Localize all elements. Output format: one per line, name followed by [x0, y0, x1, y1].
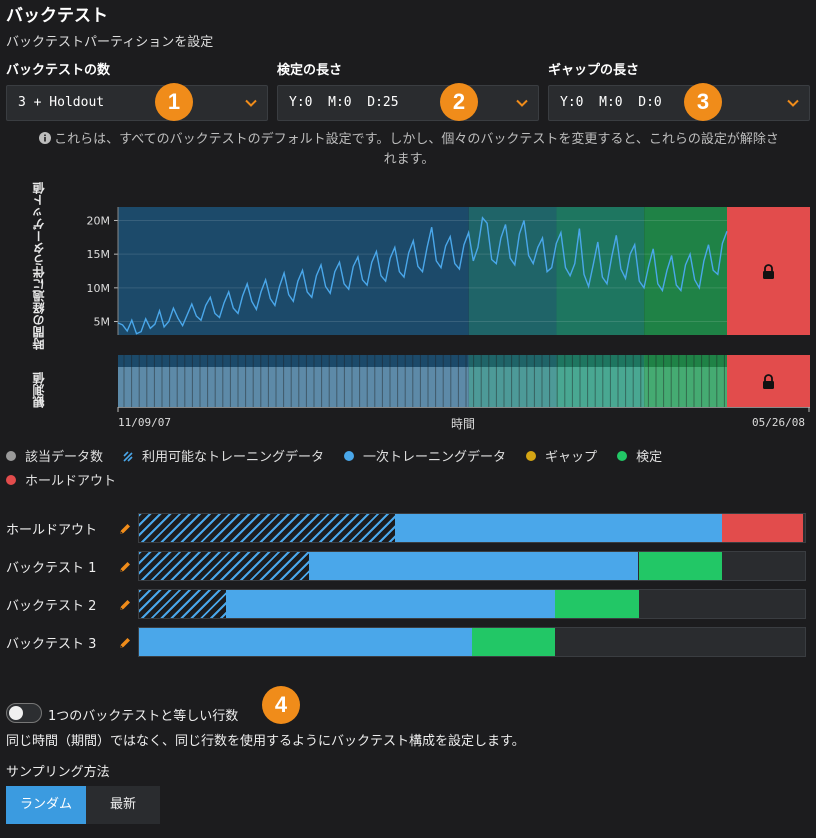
equal-rows-description: 同じ時間（期間）ではなく、同じ行数を使用するようにバックテスト構成を設定します。 — [6, 734, 525, 749]
pencil-icon — [120, 524, 130, 534]
available-training-segment — [139, 514, 396, 542]
backtest-row-label: バックテスト 1 — [6, 561, 97, 576]
lock-icon — [764, 374, 773, 381]
x-axis-label: 時間 — [451, 417, 476, 431]
validation-segment — [472, 628, 556, 656]
backtest-partition-bar[interactable] — [138, 627, 806, 657]
chart-y-axis-label: 時間の経過に伴うターゲット値 — [32, 182, 46, 350]
chevron-down-icon — [245, 99, 257, 107]
legend-label-primary-training: 一次トレーニングデータ — [363, 450, 507, 465]
pencil-icon — [120, 600, 130, 610]
gap-length-value: Y:0 M:0 D:0 — [560, 95, 662, 110]
equal-rows-toggle[interactable] — [6, 703, 42, 723]
callout-badge-4: 4 — [262, 686, 300, 724]
backtest-partition-bar[interactable] — [138, 589, 806, 619]
obs-region-top-0 — [118, 355, 469, 367]
legend-dot-holdout — [6, 474, 16, 485]
validation-length-value: Y:0 M:0 D:25 — [289, 95, 399, 110]
backtest-row-label: ホールドアウト — [6, 523, 98, 538]
pencil-icon — [120, 562, 130, 572]
primary-training-segment — [226, 590, 556, 618]
backtest-partition-bar[interactable] — [138, 513, 806, 543]
lock-icon — [763, 381, 774, 389]
edit-pencil-icon[interactable] — [118, 597, 132, 616]
validation-length-select[interactable]: Y:0 M:0 D:25 — [277, 85, 539, 121]
y-tick-label: 20M — [87, 214, 111, 227]
validation-segment — [638, 552, 722, 580]
sampling-method-label: サンプリング方法 — [6, 765, 110, 780]
hatch-icon — [123, 450, 133, 462]
target-series-line — [117, 216, 728, 335]
page-subtitle: バックテストパーティションを設定 — [6, 35, 214, 50]
obs-region-top-3 — [644, 355, 727, 367]
obs-region-top-1 — [468, 355, 557, 367]
available-training-segment — [139, 590, 227, 618]
validation-segment — [555, 590, 639, 618]
defaults-info-text: これらは、すべてのバックテストのデフォルト設定です。しかし、個々のバックテストを… — [6, 130, 812, 170]
backtests-count-label: バックテストの数 — [6, 63, 111, 78]
backtest-row-label: バックテスト 2 — [6, 599, 97, 614]
equal-rows-toggle-label: 1つのバックテストと等しい行数 — [48, 709, 239, 724]
y-tick-label: 5M — [94, 316, 111, 329]
observations-axis-label: 観測値 — [32, 372, 46, 408]
holdout-segment — [721, 514, 803, 542]
chart-region-1 — [468, 207, 557, 335]
legend-dot-rows — [6, 450, 16, 461]
backtest-partition-bar[interactable] — [138, 551, 806, 581]
available-training-segment — [139, 552, 310, 580]
target-over-time-chart: 20M 15M 10M 5M — [87, 207, 810, 412]
legend-label-available-training: 利用可能なトレーニングデータ — [142, 450, 325, 465]
callout-badge-3: 3 — [684, 83, 722, 121]
y-tick-label: 15M — [87, 248, 111, 261]
chart-region-2 — [556, 207, 645, 335]
primary-training-segment — [139, 628, 472, 656]
gap-length-select[interactable]: Y:0 M:0 D:0 — [548, 85, 810, 121]
validation-length-label: 検定の長さ — [277, 63, 343, 78]
info-circle-icon — [39, 132, 52, 144]
gap-length-label: ギャップの長さ — [548, 63, 640, 78]
legend-dot-primary-training — [344, 450, 355, 461]
toggle-knob — [9, 706, 23, 720]
lock-icon — [764, 264, 773, 271]
legend-dot-validation — [617, 450, 628, 461]
legend-label-gap: ギャップ — [545, 450, 598, 465]
pencil-icon — [120, 638, 130, 648]
sampling-latest-button[interactable]: 最新 — [86, 786, 160, 824]
backtests-count-select[interactable]: 3 + Holdout — [6, 85, 268, 121]
sampling-random-button[interactable]: ランダム — [6, 786, 86, 824]
legend-row-2: ホールドアウト — [6, 470, 116, 489]
callout-badge-1: 1 — [155, 83, 193, 121]
legend-row-1: 該当データ数 利用可能なトレーニングデータ 一次トレーニングデータ ギャップ 検… — [6, 446, 662, 465]
edit-pencil-icon[interactable] — [118, 635, 132, 654]
lock-icon — [763, 271, 774, 279]
sampling-method-group: ランダム 最新 — [6, 786, 160, 824]
x-axis-start-tick: 11/09/07 — [118, 416, 171, 429]
edit-pencil-icon[interactable] — [118, 559, 132, 578]
legend-label-rows: 該当データ数 — [25, 450, 104, 465]
callout-badge-2: 2 — [440, 83, 478, 121]
backtests-count-value: 3 + Holdout — [18, 95, 105, 110]
x-axis-end-tick: 05/26/08 — [752, 416, 805, 429]
obs-region-top-2 — [556, 355, 645, 367]
backtest-row-label: バックテスト 3 — [6, 637, 97, 652]
legend-dot-gap — [526, 450, 537, 461]
info-text-line-1: これらは、すべてのバックテストのデフォルト設定です。しかし、個々のバックテストを… — [54, 132, 779, 147]
chevron-down-icon — [787, 99, 799, 107]
primary-training-segment — [309, 552, 639, 580]
chevron-down-icon — [516, 99, 528, 107]
edit-pencil-icon[interactable] — [118, 521, 132, 540]
info-text-line-2: れます。 — [383, 152, 435, 167]
legend-label-holdout: ホールドアウト — [25, 474, 117, 489]
y-tick-label: 10M — [87, 282, 111, 295]
legend-label-validation: 検定 — [636, 450, 663, 465]
page-title: バックテスト — [6, 6, 108, 26]
primary-training-segment — [395, 514, 722, 542]
